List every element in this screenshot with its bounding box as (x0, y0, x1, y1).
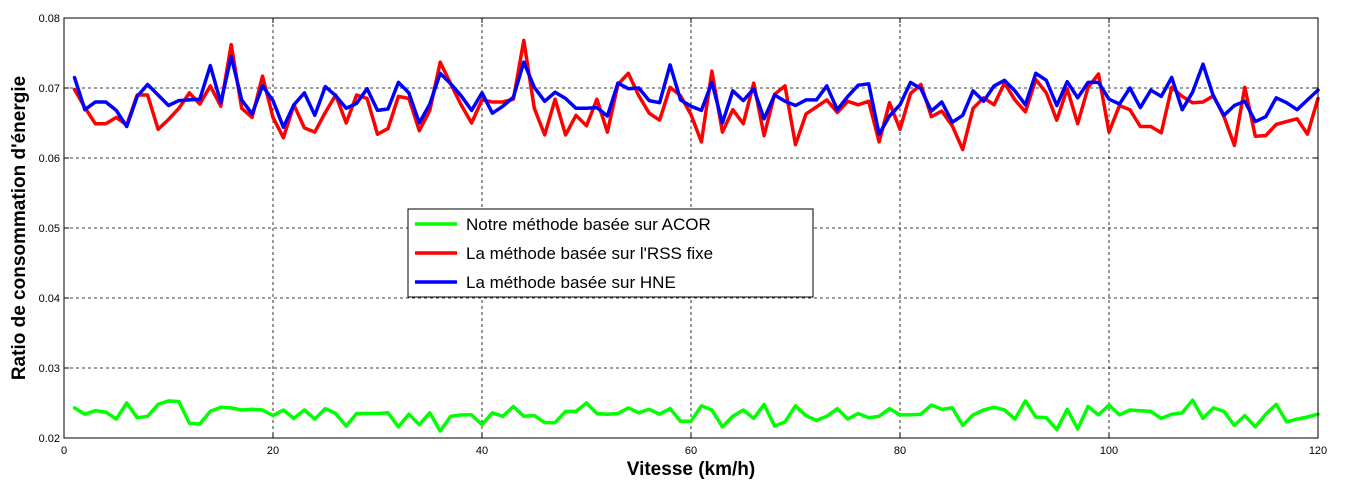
legend-item-rss-fixe: La méthode basée sur l'RSS fixe (466, 244, 713, 263)
y-tick-label: 0.06 (39, 153, 60, 165)
x-tick-label: 40 (476, 445, 488, 457)
x-tick-label: 20 (267, 445, 279, 457)
y-tick-label: 0.05 (39, 223, 60, 235)
legend: Notre méthode basée sur ACOR La méthode b… (407, 208, 814, 298)
axis-ticks: 0 20 40 60 80 100 120 0.02 0.03 0.04 0.05 0.06 0.07 0… (39, 13, 1328, 457)
x-axis-title: Vitesse (km/h) (627, 459, 755, 480)
series-line-acor (72, 398, 1320, 433)
series-line-hne (72, 54, 1320, 136)
y-tick-label: 0.04 (39, 293, 60, 305)
x-tick-label: 80 (894, 445, 906, 457)
series-line-rss-fixe (72, 38, 1320, 152)
legend-box (407, 208, 814, 298)
series-lines (72, 38, 1320, 433)
y-tick-label: 0.08 (39, 13, 60, 25)
y-axis-title: Ratio de consommation d'énergie (9, 76, 30, 380)
x-tick-label: 100 (1100, 445, 1118, 457)
x-tick-label: 0 (61, 445, 67, 457)
y-tick-label: 0.03 (39, 363, 60, 375)
x-tick-label: 120 (1309, 445, 1327, 457)
x-tick-label: 60 (685, 445, 697, 457)
y-tick-label: 0.02 (39, 433, 60, 445)
y-tick-label: 0.07 (39, 83, 60, 95)
legend-item-hne: La méthode basée sur HNE (466, 273, 676, 292)
legend-item-acor: Notre méthode basée sur ACOR (466, 215, 711, 234)
